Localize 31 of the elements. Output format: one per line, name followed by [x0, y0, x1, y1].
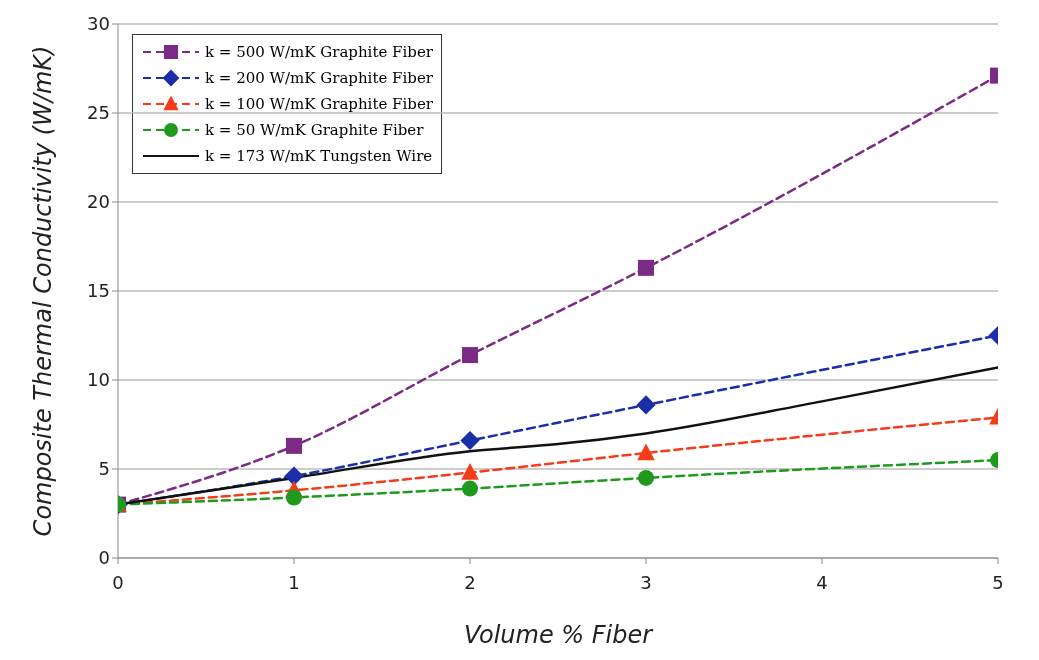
point — [286, 437, 302, 454]
x-tick-label: 2 — [464, 571, 476, 593]
x-tick-label: 3 — [640, 571, 652, 593]
y-tick-label: 20 — [87, 191, 110, 213]
point — [638, 469, 654, 486]
x-tick-label: 5 — [992, 571, 1004, 593]
x-tick-label: 1 — [288, 571, 300, 593]
y-tick-label: 5 — [98, 458, 110, 480]
point — [462, 347, 478, 364]
x-tick-label: 4 — [816, 571, 828, 593]
x-tick-label: 0 — [112, 571, 124, 593]
y-tick-label: 10 — [87, 369, 110, 391]
y-tick-label: 15 — [87, 280, 110, 302]
point — [638, 259, 654, 276]
y-tick-label: 30 — [87, 13, 110, 35]
x-axis-title: Volume % Fiber — [463, 621, 655, 650]
legend-label: k = 500 W/mK Graphite Fiber — [205, 43, 433, 61]
point — [460, 430, 480, 451]
y-axis-title: Composite Thermal Conductivity (W/mK) — [28, 45, 57, 537]
legend-label: k = 200 W/mK Graphite Fiber — [205, 69, 433, 87]
y-tick-label: 0 — [98, 547, 110, 569]
y-tick-label: 25 — [87, 102, 110, 124]
point — [284, 466, 304, 486]
legend-label: k = 100 W/mK Graphite Fiber — [205, 95, 433, 113]
point — [286, 489, 302, 506]
point — [462, 480, 478, 497]
point — [637, 443, 655, 461]
legend-label: k = 50 W/mK Graphite Fiber — [205, 121, 424, 139]
point — [461, 462, 479, 480]
point — [636, 395, 656, 415]
legend-label: k = 173 W/mK Tungsten Wire — [205, 147, 433, 165]
